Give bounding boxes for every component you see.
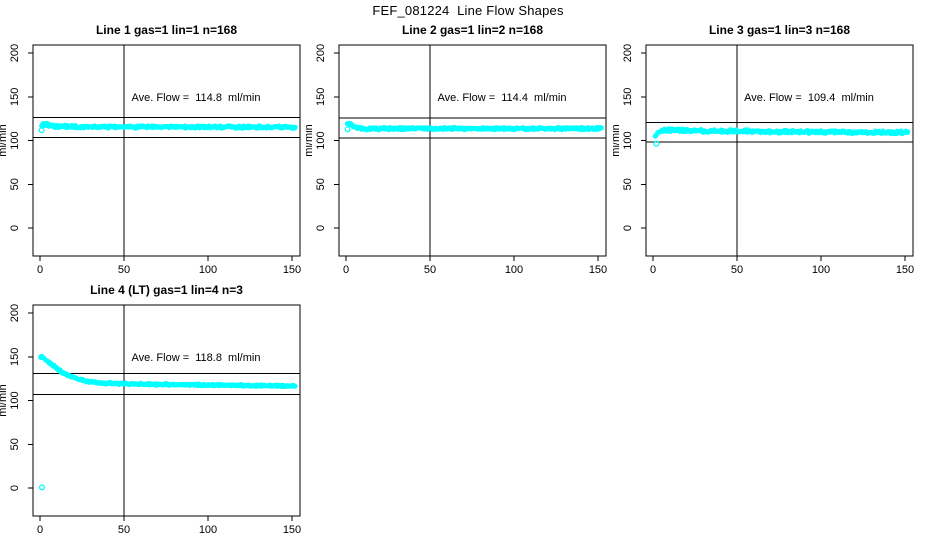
panel-line-2: Line 2 gas=1 lin=2 n=168 0 50 100 150 200 ml/m… [303, 20, 618, 290]
y-tick-label: 200 [9, 44, 21, 62]
y-axis: 0 50 100 150 200 ml/min [0, 44, 33, 231]
y-tick-label: 200 [315, 44, 327, 62]
y-axis-label: ml/min [0, 124, 9, 156]
flow-plot-svg: Line 1 gas=1 lin=1 n=168 0 50 100 150 200 ml/m… [0, 23, 301, 276]
x-tick-label: 100 [199, 264, 217, 276]
x-tick-label: 150 [283, 264, 301, 276]
x-tick-label: 0 [37, 524, 43, 536]
x-tick-label: 100 [812, 264, 830, 276]
y-tick-label: 50 [9, 178, 21, 190]
ave-flow-label: Ave. Flow = 118.8 ml/min [132, 352, 261, 364]
x-tick-label: 150 [283, 524, 301, 536]
plot-box [32, 304, 301, 517]
reference-lines [646, 45, 913, 256]
x-tick-label: 150 [896, 264, 914, 276]
y-tick-label: 0 [622, 225, 634, 231]
flow-plot-svg: Line 2 gas=1 lin=2 n=168 0 50 100 150 200 ml/m… [303, 23, 607, 276]
x-tick-label: 0 [343, 264, 349, 276]
y-tick-label: 100 [315, 131, 327, 149]
y-tick-label: 0 [315, 225, 327, 231]
panel-title: Line 3 gas=1 lin=3 n=168 [709, 23, 850, 37]
reference-lines [33, 45, 300, 256]
x-tick-label: 150 [589, 264, 607, 276]
plot-box [338, 44, 607, 257]
y-axis: 0 50 100 150 200 ml/min [0, 304, 33, 491]
x-tick-label: 50 [118, 524, 130, 536]
panel-title: Line 2 gas=1 lin=2 n=168 [402, 23, 543, 37]
x-axis: 0 50 100 150 [37, 516, 301, 536]
y-tick-label: 150 [9, 348, 21, 366]
y-axis-label: ml/min [0, 384, 9, 416]
panel-line-4: Line 4 (LT) gas=1 lin=4 n=3 0 50 100 150 200 m… [0, 280, 312, 540]
reference-lines [33, 305, 300, 516]
y-tick-label: 200 [622, 44, 634, 62]
x-axis: 0 50 100 150 [343, 256, 607, 276]
y-axis-label: ml/min [306, 124, 315, 156]
x-axis: 0 50 100 150 [650, 256, 914, 276]
data-points [38, 120, 298, 134]
panel-title: Line 4 (LT) gas=1 lin=4 n=3 [90, 283, 243, 297]
reference-lines [339, 45, 606, 256]
y-tick-label: 0 [9, 225, 21, 231]
plot-box [645, 44, 914, 257]
flow-plot-svg: Line 3 gas=1 lin=3 n=168 0 50 100 150 200 ml/m… [610, 23, 914, 276]
y-tick-label: 100 [622, 131, 634, 149]
y-tick-label: 0 [9, 485, 21, 491]
plot-box [32, 44, 301, 257]
x-tick-label: 100 [199, 524, 217, 536]
data-points [344, 120, 604, 133]
figure-title: FEF_081224 Line Flow Shapes [372, 3, 564, 18]
panel-title: Line 1 gas=1 lin=1 n=168 [96, 23, 237, 37]
panel-line-3: Line 3 gas=1 lin=3 n=168 0 50 100 150 200 ml/m… [610, 20, 925, 290]
y-tick-label: 200 [9, 304, 21, 322]
y-tick-label: 150 [315, 88, 327, 106]
ave-flow-label: Ave. Flow = 114.8 ml/min [132, 92, 261, 104]
x-tick-label: 50 [731, 264, 743, 276]
data-points [652, 126, 911, 147]
y-tick-label: 150 [622, 88, 634, 106]
y-tick-label: 150 [9, 88, 21, 106]
y-tick-label: 100 [9, 391, 21, 409]
x-tick-label: 50 [118, 264, 130, 276]
data-points [38, 354, 298, 491]
y-tick-label: 50 [622, 178, 634, 190]
y-axis: 0 50 100 150 200 ml/min [303, 44, 339, 231]
x-tick-label: 50 [424, 264, 436, 276]
y-axis-label: ml/min [613, 124, 622, 156]
ave-flow-label: Ave. Flow = 114.4 ml/min [438, 92, 567, 104]
y-tick-label: 50 [315, 178, 327, 190]
x-tick-label: 0 [37, 264, 43, 276]
y-tick-label: 100 [9, 131, 21, 149]
x-tick-label: 0 [650, 264, 656, 276]
y-tick-label: 50 [9, 438, 21, 450]
x-tick-label: 100 [505, 264, 523, 276]
panel-line-1: Line 1 gas=1 lin=1 n=168 0 50 100 150 200 ml/m… [0, 20, 312, 290]
ave-flow-label: Ave. Flow = 109.4 ml/min [744, 92, 874, 104]
x-axis: 0 50 100 150 [37, 256, 301, 276]
y-axis: 0 50 100 150 200 ml/min [610, 44, 646, 231]
flow-plot-svg: Line 4 (LT) gas=1 lin=4 n=3 0 50 100 150 200 m… [0, 283, 301, 536]
